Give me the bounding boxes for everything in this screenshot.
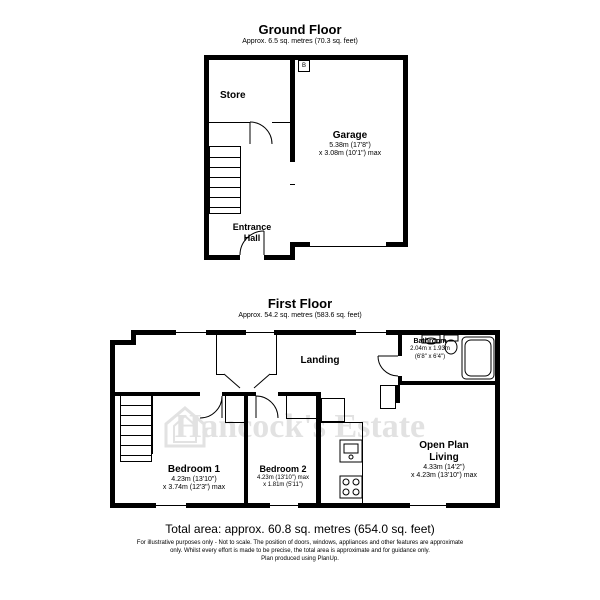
gf-wall-right [403, 55, 408, 247]
ff-stairs [120, 394, 152, 462]
ff-notch-right [131, 330, 136, 345]
ff-bed2-name: Bedroom 2 [246, 464, 320, 475]
footer-3: Plan produced using PlanUp. [0, 556, 600, 564]
first-floor-sub: Approx. 54.2 sq. metres (583.6 sq. feet) [0, 312, 600, 319]
ff-wall-left [110, 330, 115, 508]
gf-store-name: Store [220, 90, 246, 101]
ff-bed1-dim1: 4.23m (13'10") [144, 476, 244, 484]
ff-kitchen-hob [340, 476, 362, 498]
watermark-logo [162, 404, 208, 450]
first-floor-title: First Floor [0, 296, 600, 311]
total-area: Total area: approx. 60.8 sq. metres (654… [0, 522, 600, 536]
gf-hall-label: Entrance Hall [214, 222, 290, 244]
ff-bed2-label: Bedroom 2 4.23m (13'10") max x 1.81m (5'… [246, 464, 320, 489]
ff-bath-name: Bathroom [400, 338, 460, 346]
ff-bed1-label: Bedroom 1 4.23m (13'10") x 3.74m (12'3")… [144, 464, 244, 493]
ff-kitchen-top-box [321, 398, 345, 422]
gf-store-label: Store [220, 90, 246, 102]
ff-liv-name1: Open Plan [394, 440, 494, 452]
ff-liv-label: Open Plan Living 4.33m (14'2") x 4.23m (… [394, 440, 494, 481]
ff-bath-bottom [398, 381, 496, 385]
ff-win-2l [246, 332, 274, 333]
gf-hall-name1: Entrance [214, 222, 290, 233]
ff-bath-door-arc [378, 356, 400, 378]
ff-win-b2l [270, 505, 298, 506]
gf-store-door-arc [250, 122, 274, 146]
gf-garage-label: Garage 5.38m (17'8") x 3.08m (10'1") max [300, 130, 400, 159]
ff-liv-box-wall [396, 385, 400, 403]
gf-garage-door-line [310, 246, 386, 247]
ff-bath-label: Bathroom 2.04m x 1.93m (6'8" x 6'4") [400, 338, 460, 361]
ff-bed2-closet-h [286, 418, 317, 419]
ff-liv-entry [316, 372, 321, 392]
ff-stair-rail [152, 394, 153, 454]
ff-kitchen-sink [340, 440, 362, 462]
ff-landing-closet-l [216, 335, 217, 375]
gf-b-box: B [298, 60, 310, 72]
ff-liv-box [380, 385, 396, 409]
ff-win-1l [176, 332, 206, 333]
gf-hall-name2: Hall [214, 233, 290, 244]
ground-floor-title: Ground Floor [0, 22, 600, 37]
ff-bath-dim1: 2.04m x 1.93m [400, 346, 460, 353]
ff-landing-closet-doors [222, 374, 274, 390]
ff-liv-dim1: 4.33m (14'2") [394, 464, 494, 472]
ff-win-b1l [156, 505, 186, 506]
ff-bath-dim2: (6'8" x 6'4") [400, 354, 460, 361]
gf-garage-name: Garage [300, 130, 400, 142]
ff-kitchen-h [321, 422, 363, 423]
ff-landing-closet-r [276, 335, 277, 375]
ff-liv-name2: Living [394, 452, 494, 464]
ff-bed1-closet-h [225, 422, 245, 423]
ground-floor-sub: Approx. 6.5 sq. metres (70.3 sq. feet) [0, 38, 600, 45]
gf-garage-dim1: 5.38m (17'8") [300, 142, 400, 150]
gf-garage-dim2: x 3.08m (10'1") max [300, 150, 400, 158]
ff-landing-name: Landing [301, 355, 340, 366]
gf-wall-step-v [290, 242, 295, 260]
gf-garage-internal-door [290, 162, 295, 184]
gf-stairs [209, 146, 241, 214]
ff-bed1-closet-v [225, 392, 226, 422]
ff-bed2-dim2: x 1.81m (5'11") [246, 482, 320, 489]
ff-liv-dim2: x 4.23m (13'10") max [394, 472, 494, 480]
ff-bed1-name: Bedroom 1 [144, 464, 244, 476]
ff-bed2-door-arc [256, 396, 280, 420]
footer-1: For illustrative purposes only - Not to … [0, 540, 600, 548]
ff-bed2-closet-v [286, 392, 287, 418]
ff-landing-label: Landing [280, 355, 360, 367]
ff-win-3l [356, 332, 386, 333]
ff-bed1-dim2: x 3.74m (12'3") max [144, 484, 244, 492]
ff-win-b3l [410, 505, 446, 506]
footer-2: only. Whilst every effort is made to be … [0, 548, 600, 556]
ff-bed2-dim1: 4.23m (13'10") max [246, 475, 320, 482]
